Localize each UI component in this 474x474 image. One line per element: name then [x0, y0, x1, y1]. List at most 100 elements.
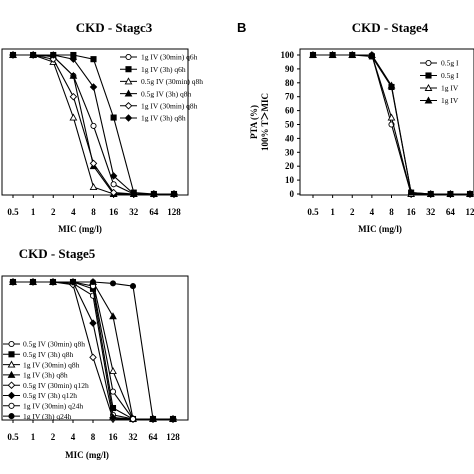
y-tick-label: 0 — [290, 189, 295, 199]
x-tick-label: 32 — [129, 207, 139, 217]
data-point — [150, 190, 158, 198]
legend-item: 1g IV (3h) q6h — [120, 65, 186, 74]
data-point — [69, 92, 78, 101]
x-tick-label: 64 — [149, 432, 159, 442]
x-tick-label: 32 — [426, 207, 436, 217]
data-point — [89, 83, 98, 91]
legend-marker — [425, 72, 432, 79]
y-tick-label: 50 — [285, 120, 295, 130]
x-tick-label: 4 — [71, 207, 76, 217]
legend-label: 1g IV (3h) q6h — [141, 65, 186, 74]
legend-item: 0.5g IV (3h) q8h — [120, 89, 192, 98]
data-point — [387, 113, 396, 121]
x-tick-label: 8 — [91, 207, 96, 217]
x-tick-label: 0.5 — [7, 207, 19, 217]
legend-marker — [7, 391, 16, 400]
data-point — [129, 283, 137, 290]
legend-label: 0.5g IV (30min) q8h — [141, 77, 203, 86]
legend-item: 1g IV (3h) q24h — [3, 412, 72, 421]
legend-item: 0.5g IV (30min) q8h — [120, 77, 203, 86]
chart-title: CKD - Stagc3 — [76, 20, 153, 35]
x-tick-label: 1 — [330, 207, 335, 217]
x-tick-label: 4 — [370, 207, 375, 217]
data-point — [69, 113, 78, 121]
data-point — [49, 278, 57, 286]
legend-label: 1g IV — [441, 96, 459, 105]
data-point — [89, 159, 98, 168]
chart-panel-1: CKD - Stagc3 0.5 1 2 4 8 16 32 64 128 MIC (mg/l) 1g… — [1, 20, 203, 234]
chart-title: CKD - Stage5 — [19, 246, 96, 261]
x-tick-label: 8 — [389, 207, 394, 217]
data-point — [367, 50, 376, 58]
data-point — [109, 388, 117, 395]
chart-title: CKD - Stage4 — [352, 20, 429, 35]
series-6 — [9, 51, 178, 198]
data-point — [109, 404, 117, 412]
x-tick-label: 0.5 — [307, 207, 319, 217]
x-tick-label: 16 — [109, 432, 119, 442]
x-tick-label: 16 — [407, 207, 417, 217]
data-point — [69, 71, 78, 79]
plot-frame — [1, 48, 189, 196]
y-tick-label: 80 — [285, 78, 295, 88]
x-tick-label: 2 — [51, 432, 56, 442]
data-point — [170, 190, 178, 198]
y-tick-label: 100 — [281, 50, 295, 60]
data-point — [387, 81, 396, 89]
x-tick-label: 32 — [129, 432, 139, 442]
legend-marker — [124, 114, 133, 122]
data-point — [129, 415, 137, 423]
data-point — [109, 367, 117, 374]
x-tick-label: 2 — [51, 207, 56, 217]
legend-marker — [124, 77, 133, 85]
data-point — [328, 50, 337, 58]
data-point — [466, 189, 474, 197]
legend-label: 0.5g IV (3h) q8h — [23, 350, 74, 359]
legend-item: 1g IV (30min) q8h — [120, 102, 198, 111]
data-point — [69, 278, 77, 286]
data-point — [29, 278, 37, 286]
legend-marker — [8, 402, 15, 409]
legend-item: 1g IV — [420, 96, 459, 105]
y-tick-label: 40 — [285, 133, 295, 143]
data-point — [90, 56, 97, 63]
legend-marker — [124, 89, 133, 97]
legend-label: 1g IV (3h) q24h — [23, 412, 72, 421]
legend-item: 0.5g IV (3h) q12h — [3, 391, 77, 400]
legend-marker — [7, 381, 16, 389]
y-tick-label: 70 — [285, 92, 295, 102]
data-point — [110, 114, 117, 121]
y-tick-label: 90 — [285, 64, 295, 74]
chart-panel-3: CKD - Stage5 0.5 1 2 4 8 16 32 64 128 MIC (mg/l) 0.… — [1, 246, 189, 460]
legend-marker — [8, 351, 15, 358]
x-tick-label: 64 — [149, 207, 159, 217]
data-point — [89, 183, 98, 190]
legend-marker — [8, 413, 15, 420]
legend-marker — [7, 370, 16, 378]
data-point — [426, 189, 435, 197]
data-point — [348, 50, 357, 58]
legend: 1g IV (30min) q6h 1g IV (3h) q6h 0.5g IV (… — [120, 53, 203, 123]
data-point — [69, 55, 78, 63]
legend-label: 0.5g I — [441, 59, 459, 68]
series-1 — [9, 51, 178, 198]
data-point — [109, 172, 118, 180]
data-point — [109, 312, 117, 320]
data-point — [309, 50, 317, 58]
legend-marker — [424, 96, 433, 104]
data-point — [446, 189, 455, 197]
x-axis-label: MIC (mg/l) — [65, 450, 109, 460]
y-tick-label: 20 — [285, 161, 295, 171]
series-8 — [9, 278, 177, 423]
legend-label: 0.5g IV (3h) q8h — [141, 89, 192, 98]
legend-label: 1g IV (30min) q8h — [23, 360, 80, 369]
data-point — [109, 280, 117, 287]
legend-label: 1g IV (30min) q8h — [141, 102, 198, 111]
legend-item: 0.5g IV (30min) q12h — [3, 381, 89, 390]
y-tick-label: 60 — [285, 106, 295, 116]
data-point — [109, 188, 118, 197]
data-point — [89, 278, 97, 286]
x-tick-label: 64 — [446, 207, 456, 217]
